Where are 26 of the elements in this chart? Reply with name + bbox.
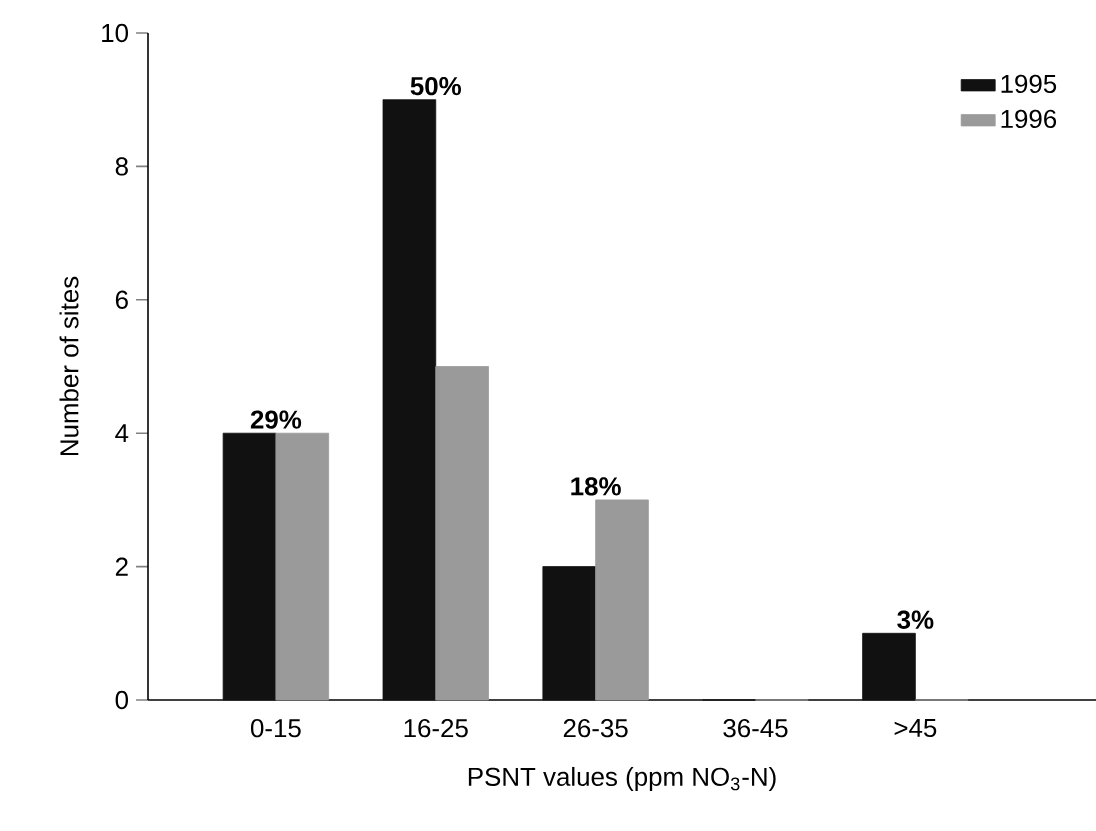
legend-label: 1996 bbox=[1001, 109, 1057, 129]
x-tick-label: >45 bbox=[894, 719, 937, 738]
annotation: 3% bbox=[897, 610, 934, 629]
bar bbox=[542, 566, 597, 701]
y-tick-label: 4 bbox=[115, 424, 129, 443]
y-tick-label: 10 bbox=[102, 23, 128, 43]
x-tick-label: 36-45 bbox=[723, 718, 788, 738]
bar bbox=[222, 432, 277, 701]
bar bbox=[275, 432, 330, 701]
x-tick-label: 26-35 bbox=[563, 718, 628, 738]
annotation: 50% bbox=[410, 76, 461, 96]
y-tick-label: 6 bbox=[115, 290, 128, 309]
x-tick-label: 16-25 bbox=[404, 718, 468, 738]
y-tick-label: 0 bbox=[115, 690, 128, 710]
annotation: 29% bbox=[250, 410, 302, 429]
bar bbox=[595, 499, 649, 701]
bar bbox=[862, 632, 916, 701]
bar bbox=[435, 366, 489, 701]
y-tick-label: 8 bbox=[115, 157, 128, 176]
y-tick-label: 2 bbox=[115, 557, 128, 576]
annotation: 18% bbox=[571, 477, 621, 496]
bar bbox=[382, 99, 437, 701]
y-axis-title: Number of sites bbox=[59, 276, 79, 456]
x-axis-title: PSNT values (ppm NO$_{3}$-N) bbox=[468, 766, 776, 792]
legend-label: 1995 bbox=[1001, 74, 1057, 94]
x-tick-label: 0-15 bbox=[250, 718, 301, 738]
